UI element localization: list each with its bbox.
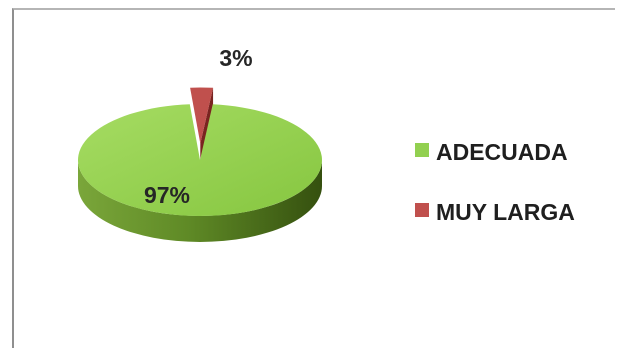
slice-side-adecuada bbox=[78, 160, 322, 242]
slice-label-adecuada: 97% bbox=[144, 182, 190, 208]
legend-swatch-muy-larga bbox=[415, 203, 429, 217]
slice-label-muy-larga: 3% bbox=[219, 45, 252, 71]
legend-swatch-adecuada bbox=[415, 143, 429, 157]
slice-muy-larga bbox=[190, 87, 214, 144]
legend-label-adecuada: ADECUADA bbox=[436, 139, 568, 165]
legend-label-muy-larga: MUY LARGA bbox=[436, 199, 575, 225]
legend: ADECUADA MUY LARGA bbox=[415, 139, 575, 225]
slice-adecuada bbox=[78, 104, 323, 217]
pie-slices bbox=[78, 87, 323, 242]
